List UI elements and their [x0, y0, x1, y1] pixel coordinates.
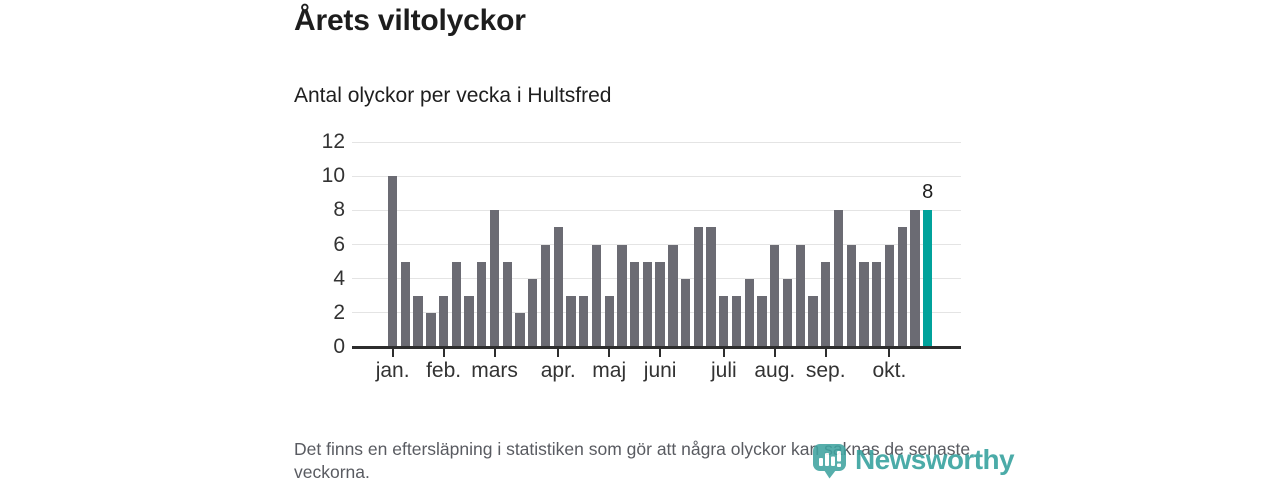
- bar-week-33: [795, 244, 805, 347]
- bar-week-3: [413, 295, 423, 347]
- newsworthy-bubble-bar-chart-icon: [813, 444, 846, 479]
- bar-week-30: [757, 295, 767, 347]
- newsworthy-logo-text: Newsworthy: [855, 444, 1015, 475]
- x-tick-label-juli: juli: [710, 359, 737, 382]
- weekly-accidents-bar-chart: 0 2 4 6 8 10 12 jan. feb. mars apr. maj juni juli aug.…: [300, 130, 975, 395]
- bar-week-18: [604, 295, 614, 347]
- y-tick-label-6: 6: [333, 232, 345, 256]
- bar-highlighted-week-43: [922, 210, 933, 347]
- bar-week-24: [680, 278, 691, 347]
- bar-week-13: [540, 244, 551, 347]
- bar-week-34: [808, 295, 818, 347]
- bar-week-21: [642, 261, 653, 347]
- bar-week-27: [719, 295, 729, 347]
- bar-week-26: [706, 227, 716, 347]
- bar-week-17: [591, 244, 602, 347]
- bar-week-11: [515, 312, 525, 347]
- bar-week-19: [617, 244, 627, 347]
- x-tick-label-apr: apr.: [540, 359, 576, 382]
- bar-week-35: [821, 261, 831, 347]
- x-tick-label-mars: mars: [471, 359, 518, 382]
- x-axis-tick-apr: [557, 349, 560, 357]
- x-axis-tick-jan: [391, 349, 394, 357]
- bar-week-40: [884, 244, 895, 347]
- bar-week-41: [897, 227, 907, 347]
- bar-week-5: [438, 295, 449, 347]
- bar-week-6: [451, 261, 461, 347]
- bar-week-29: [744, 278, 754, 347]
- bar-week-16: [579, 295, 589, 347]
- bar-week-20: [630, 261, 640, 347]
- bar-week-39: [872, 261, 882, 347]
- bar-week-7: [464, 295, 474, 347]
- footnote: Det finns en eftersläpning i statistiken…: [294, 439, 971, 480]
- bar-week-31: [770, 244, 780, 347]
- gridline-y-12: [352, 141, 961, 143]
- gridline-y-10: [352, 175, 961, 177]
- bar-week-38: [859, 261, 869, 347]
- bar-week-2: [400, 261, 411, 347]
- y-tick-label-10: 10: [321, 164, 345, 188]
- y-tick-label-2: 2: [333, 300, 345, 324]
- x-tick-label-sep: sep.: [805, 359, 846, 382]
- x-axis-tick-aug: [773, 349, 776, 357]
- bar-week-9: [489, 210, 500, 347]
- x-axis-tick-sep: [824, 349, 827, 357]
- newsworthy-logo: Newsworthy: [812, 442, 1015, 479]
- gridline-y-6: [352, 244, 961, 246]
- x-tick-label-maj: maj: [592, 359, 627, 382]
- bar-week-12: [528, 278, 538, 347]
- y-tick-label-8: 8: [333, 198, 345, 222]
- x-tick-label-juni: juni: [643, 359, 677, 382]
- x-axis-tick-juli: [722, 349, 725, 357]
- x-tick-label-jan: jan.: [375, 359, 410, 382]
- bar-week-22: [655, 261, 665, 347]
- bar-week-36: [833, 210, 844, 347]
- y-tick-label-12: 12: [321, 130, 345, 154]
- bar-week-1: [388, 176, 398, 347]
- bar-week-15: [566, 295, 576, 347]
- bar-week-32: [782, 278, 793, 347]
- x-axis-tick-okt: [888, 349, 891, 357]
- bar-week-4: [426, 312, 436, 347]
- bar-week-25: [693, 227, 703, 347]
- x-axis-tick-mars: [493, 349, 496, 357]
- x-axis-tick-feb: [442, 349, 445, 357]
- y-tick-label-4: 4: [333, 266, 345, 290]
- x-tick-label-okt: okt.: [872, 359, 907, 382]
- bar-week-8: [477, 261, 487, 347]
- bar-week-23: [668, 244, 678, 347]
- bar-week-14: [553, 227, 563, 347]
- y-tick-label-0: 0: [333, 335, 345, 358]
- x-axis-tick-juni: [659, 349, 662, 357]
- bar-week-37: [846, 244, 856, 347]
- bar-week-42: [910, 210, 920, 347]
- x-tick-label-feb: feb.: [426, 359, 462, 382]
- chart-title: Årets viltolyckor: [294, 4, 526, 37]
- highlighted-bar-value-label: 8: [922, 181, 934, 204]
- x-tick-label-aug: aug.: [754, 359, 796, 382]
- chart-subtitle: Antal olyckor per vecka i Hultsfred: [294, 84, 612, 107]
- bar-week-28: [731, 295, 742, 347]
- x-axis-tick-maj: [608, 349, 611, 357]
- x-axis-line: [352, 346, 961, 349]
- bar-week-10: [502, 261, 512, 347]
- gridline-y-8: [352, 209, 961, 211]
